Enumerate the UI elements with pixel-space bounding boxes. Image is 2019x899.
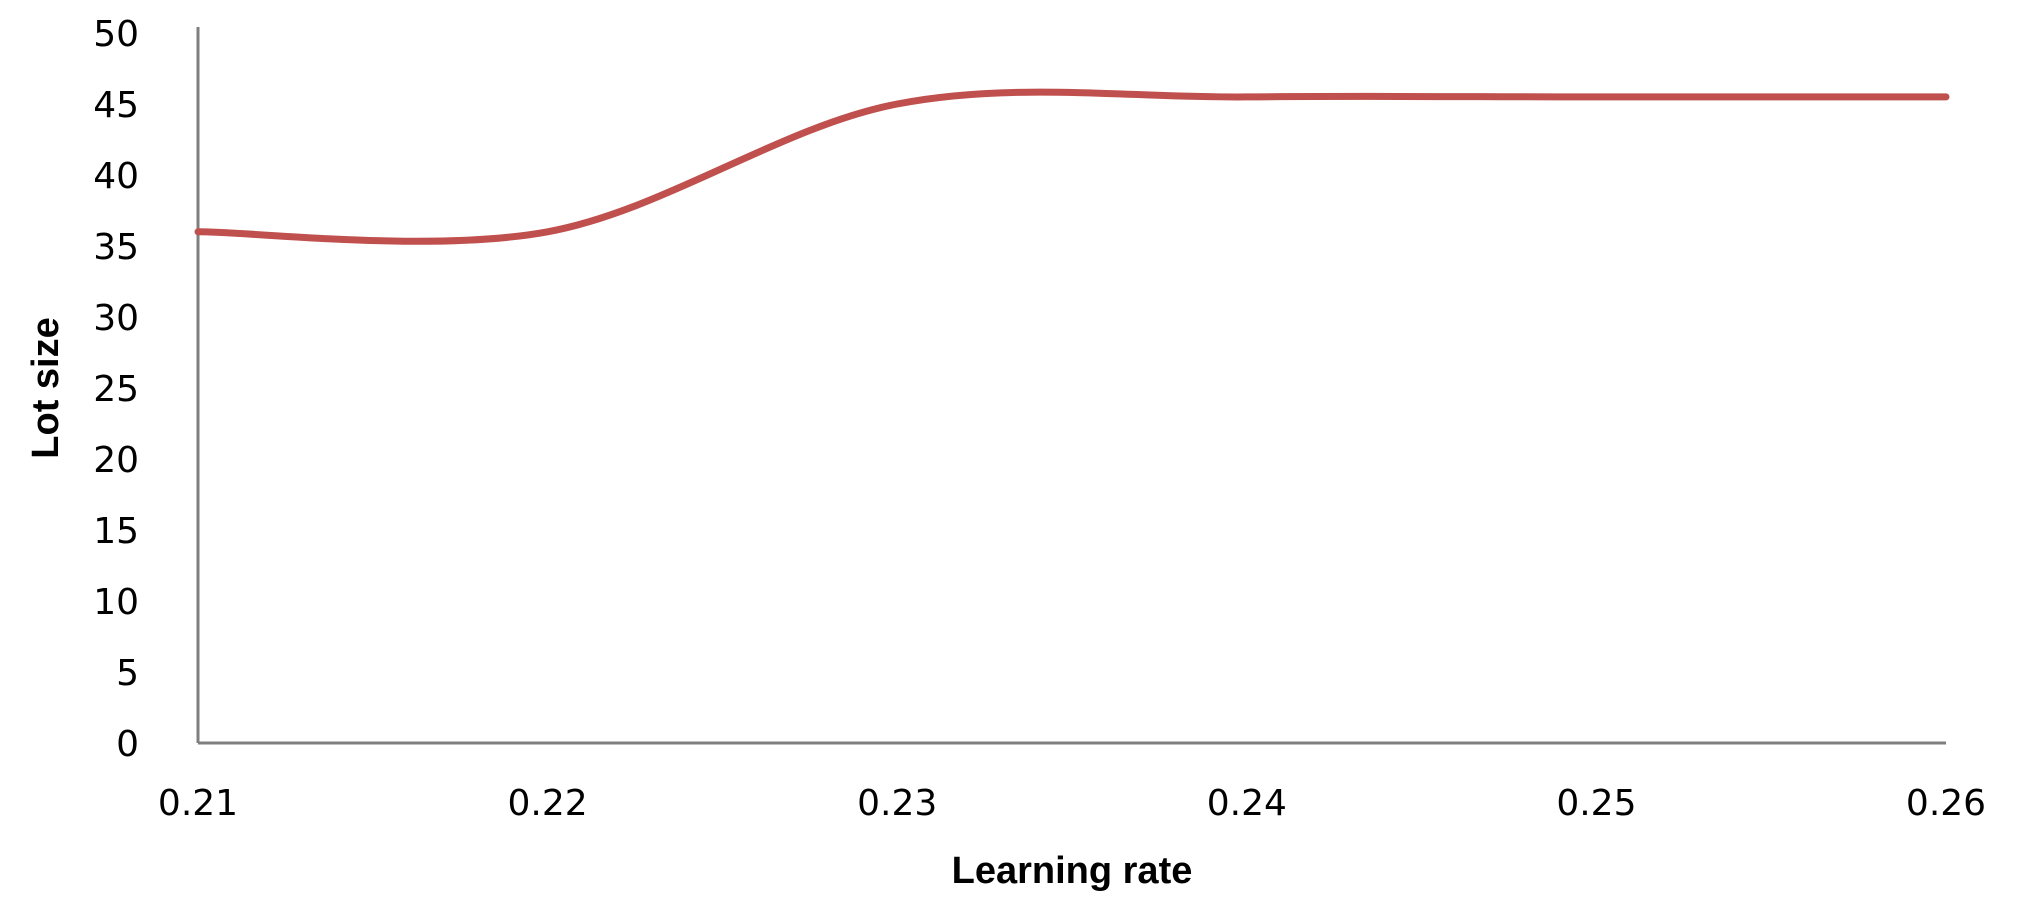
x-tick-label: 0.24 <box>1207 783 1287 824</box>
y-tick-label: 25 <box>93 369 139 410</box>
y-tick-label: 0 <box>116 724 139 765</box>
x-tick-label: 0.26 <box>1906 783 1986 824</box>
x-axis-title: Learning rate <box>952 850 1193 892</box>
y-tick-label: 15 <box>93 511 139 552</box>
series-line-0 <box>194 88 1950 245</box>
y-tick-label: 45 <box>93 85 139 126</box>
y-tick-label: 10 <box>93 582 139 623</box>
y-tick-label: 40 <box>93 156 139 197</box>
x-tick-label: 0.22 <box>508 783 588 824</box>
y-axis-title: Lot size <box>25 317 67 458</box>
y-tick-label: 50 <box>93 14 139 55</box>
x-tick-label: 0.21 <box>158 783 238 824</box>
y-tick-label: 35 <box>93 227 139 268</box>
x-tick-label: 0.23 <box>857 783 937 824</box>
y-tick-label: 20 <box>93 440 139 481</box>
x-tick-label: 0.25 <box>1556 783 1636 824</box>
series-group <box>194 88 1950 245</box>
y-tick-label: 5 <box>116 653 139 694</box>
x-axis-ticks: 0.21 0.22 0.23 0.24 0.25 0.26 <box>158 783 1986 824</box>
y-tick-label: 30 <box>93 298 139 339</box>
y-axis-ticks: 0 5 10 15 20 25 30 35 40 45 50 <box>93 14 139 765</box>
